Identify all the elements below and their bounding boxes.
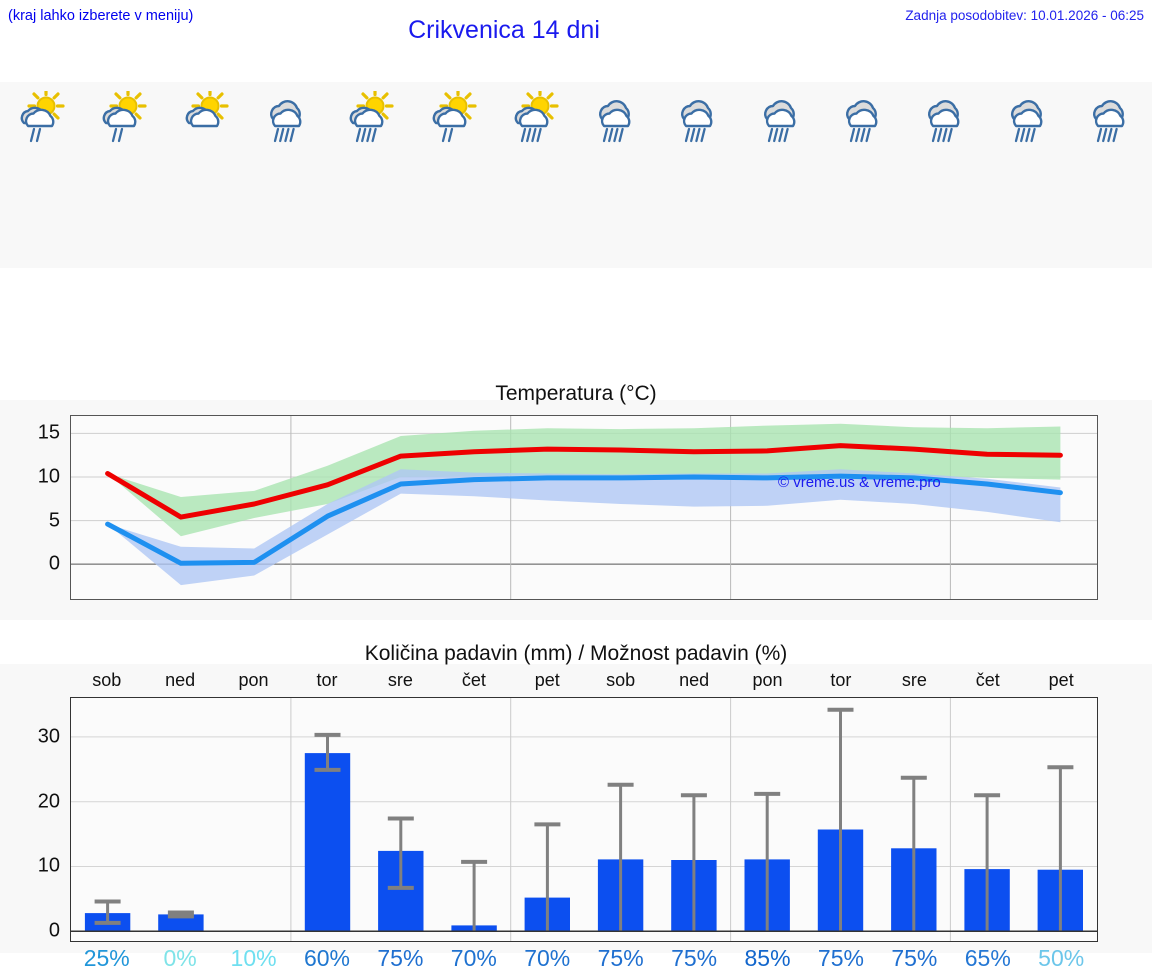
precipitation-probability: 75%: [597, 945, 644, 971]
precipitation-day-label: ned: [679, 670, 710, 690]
precipitation-probability: 10%: [230, 945, 277, 971]
precipitation-probability: 65%: [964, 945, 1011, 971]
cloud-rain-icon: [1082, 89, 1140, 147]
precipitation-probability: 85%: [744, 945, 791, 971]
top-bar: (kraj lahko izberete v meniju) Crikvenic…: [0, 0, 1152, 45]
precipitation-probability: 75%: [377, 945, 424, 971]
sun-cloud-light-rain-icon: [94, 89, 152, 147]
precipitation-day-label: sre: [901, 670, 927, 690]
day-column[interactable]: [0, 82, 82, 268]
cloud-rain-icon: [670, 89, 728, 147]
cloud-rain-icon: [917, 89, 975, 147]
precipitation-y-tick: 20: [37, 790, 60, 813]
daily-forecast-strip: [0, 82, 1152, 268]
precipitation-y-tick: 0: [48, 919, 60, 942]
sun-cloud-light-rain-icon: [12, 89, 70, 147]
precipitation-probability: 75%: [817, 945, 864, 971]
sun-cloud-icon: [177, 89, 235, 147]
day-column[interactable]: [576, 82, 658, 268]
precipitation-day-label: čet: [461, 670, 486, 690]
precipitation-day-label: tor: [830, 670, 852, 690]
precipitation-chart-title: Količina padavin (mm) / Možnost padavin …: [364, 642, 788, 665]
precipitation-day-label: pet: [534, 670, 560, 690]
day-column[interactable]: [987, 82, 1069, 268]
watermark: © vreme.us & vreme.pro: [778, 474, 941, 491]
precipitation-probability: 50%: [1038, 945, 1085, 971]
precipitation-day-label: sob: [92, 670, 122, 690]
page-title: Crikvenica 14 dni: [408, 16, 600, 44]
precipitation-probability: 75%: [671, 945, 718, 971]
precipitation-y-axis: 0 10 20 30: [0, 697, 64, 944]
precipitation-day-labels: sob ned pon tor sre čet pet sob ned pon tor sre čet p…: [70, 670, 1098, 696]
temperature-chart: Temperatura (°C) 0 5 10 15 © vreme.us & vre…: [0, 382, 1152, 620]
temperature-y-axis: 0 5 10 15: [0, 415, 64, 602]
temperature-y-tick: 5: [48, 509, 60, 532]
cloud-rain-icon: [259, 89, 317, 147]
precipitation-bars-svg: [71, 698, 1097, 941]
temperature-y-tick: 0: [48, 552, 60, 575]
cloud-rain-icon: [753, 89, 811, 147]
precipitation-y-tick: 30: [37, 725, 60, 748]
precipitation-probability-row: 25% 0% 10% 60% 75% 70% 70% 75% 75% 85% 75% 75% 65% 50…: [70, 945, 1098, 979]
sun-cloud-rain-icon: [506, 89, 564, 147]
precipitation-probability: 75%: [891, 945, 938, 971]
precipitation-plot-area: [70, 697, 1098, 942]
temperature-plot-area: [70, 415, 1098, 600]
day-column[interactable]: [494, 82, 576, 268]
temperature-y-tick: 10: [37, 465, 60, 488]
day-column[interactable]: [905, 82, 987, 268]
precipitation-day-label: pet: [1048, 670, 1074, 690]
last-update-label: Zadnja posodobitev: 10.01.2026 - 06:25: [905, 8, 1144, 23]
day-column[interactable]: [329, 82, 411, 268]
sun-cloud-rain-icon: [341, 89, 399, 147]
day-column[interactable]: [247, 82, 329, 268]
precipitation-probability: 0%: [163, 945, 197, 971]
precipitation-day-label: ned: [165, 670, 196, 690]
menu-hint[interactable]: (kraj lahko izberete v meniju): [8, 8, 194, 24]
day-column[interactable]: [1070, 82, 1152, 268]
precipitation-probability: 25%: [83, 945, 130, 971]
precipitation-day-label: čet: [975, 670, 1000, 690]
day-column[interactable]: [82, 82, 164, 268]
cloud-rain-icon: [1000, 89, 1058, 147]
day-column[interactable]: [165, 82, 247, 268]
precipitation-probability: 60%: [303, 945, 350, 971]
precipitation-day-label: sre: [387, 670, 413, 690]
day-column[interactable]: [658, 82, 740, 268]
precipitation-chart: Količina padavin (mm) / Možnost padavin …: [0, 642, 1152, 975]
sun-cloud-light-rain-icon: [424, 89, 482, 147]
precipitation-day-label: sob: [606, 670, 636, 690]
day-column[interactable]: [823, 82, 905, 268]
day-column[interactable]: [741, 82, 823, 268]
precipitation-probability: 70%: [524, 945, 571, 971]
temperature-series-svg: [71, 416, 1097, 599]
precipitation-day-label: tor: [316, 670, 338, 690]
temperature-y-tick: 15: [37, 421, 60, 444]
cloud-rain-icon: [835, 89, 893, 147]
temperature-chart-title: Temperatura (°C): [495, 382, 657, 405]
day-column[interactable]: [411, 82, 493, 268]
precipitation-day-label: pon: [752, 670, 783, 690]
precipitation-day-label: pon: [238, 670, 269, 690]
cloud-rain-icon: [588, 89, 646, 147]
precipitation-probability: 70%: [450, 945, 497, 971]
precipitation-y-tick: 10: [37, 854, 60, 877]
